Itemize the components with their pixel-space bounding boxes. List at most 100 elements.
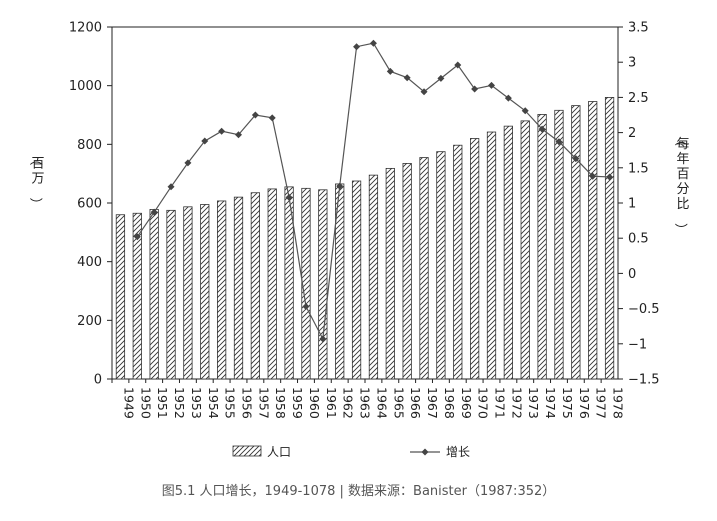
- x-tick-label: 1970: [476, 387, 491, 419]
- x-tick-label: 1950: [138, 387, 153, 419]
- legend-label-population: 人口: [267, 445, 291, 459]
- bar: [503, 125, 513, 380]
- x-tick-label: 1952: [172, 387, 187, 419]
- right-tick-label: 0: [628, 267, 636, 282]
- right-axis-label: （每年百分比）: [672, 133, 689, 236]
- x-tick-label: 1966: [408, 387, 423, 419]
- bar: [301, 187, 311, 380]
- x-tick-label: 1958: [273, 387, 288, 419]
- line-point: [184, 159, 192, 167]
- line-point: [606, 173, 614, 181]
- right-axis: −1.5 −1 −0.5 0 0.5 1 1.5 2 2.5 3 3.5: [618, 21, 660, 388]
- left-tick-label: 1200: [69, 21, 102, 36]
- right-tick-label: −1.5: [628, 373, 660, 388]
- bar: [436, 151, 446, 380]
- x-tick-label: 1959: [290, 387, 305, 419]
- bar: [200, 204, 210, 380]
- bar: [453, 144, 463, 380]
- line-point: [589, 172, 597, 180]
- right-tick-label: 3: [628, 56, 636, 71]
- x-tick-label: 1949: [121, 387, 136, 419]
- line-point: [572, 155, 580, 163]
- line-point: [133, 233, 141, 241]
- line-point: [251, 111, 259, 119]
- left-tick-label: 400: [77, 255, 102, 270]
- figure-caption: 图5.1 人口增长，1949-1078 | 数据来源：Banister（1987…: [161, 484, 556, 499]
- line-point: [504, 94, 512, 102]
- line-point: [201, 137, 209, 145]
- line-point: [420, 88, 428, 96]
- x-tick-label: 1951: [155, 387, 170, 419]
- x-tick-label: 1960: [307, 387, 322, 419]
- left-axis: 0 200 400 600 800 1000 1200: [69, 21, 112, 388]
- left-axis-label: （百万）: [27, 153, 44, 211]
- line-point: [235, 131, 242, 139]
- line-point: [285, 193, 293, 201]
- bar: [149, 209, 159, 380]
- x-tick-label: 1974: [543, 387, 558, 419]
- right-tick-label: 1.5: [628, 161, 649, 176]
- x-tick-label: 1978: [611, 387, 626, 419]
- line-point: [268, 114, 276, 122]
- line-point: [353, 43, 361, 51]
- right-tick-label: 2: [628, 126, 636, 141]
- left-tick-label: 600: [77, 197, 102, 212]
- bar: [486, 131, 497, 380]
- line-point: [167, 183, 175, 191]
- x-axis: 1949 1950 1951 1952 1953 1954 1955 1956 1957 1958…: [111, 379, 626, 419]
- line-point: [302, 302, 310, 310]
- right-tick-label: 1: [628, 197, 636, 212]
- bar: [571, 105, 581, 380]
- line-point: [454, 61, 462, 69]
- x-tick-label: 1962: [341, 387, 356, 419]
- right-tick-label: 3.5: [628, 21, 649, 36]
- bar: [402, 162, 412, 380]
- x-tick-label: 1976: [577, 387, 592, 419]
- x-tick-label: 1977: [594, 387, 609, 419]
- x-tick-label: 1975: [560, 387, 575, 419]
- line-point: [369, 39, 377, 47]
- bar: [385, 167, 395, 380]
- bar: [318, 189, 328, 380]
- line-point: [218, 127, 226, 135]
- line-point: [555, 138, 563, 146]
- x-tick-label: 1956: [240, 387, 255, 419]
- bar-series: [115, 97, 615, 380]
- legend-swatch-bars: [232, 445, 262, 457]
- line-point: [471, 85, 479, 93]
- x-tick-label: 1964: [374, 387, 389, 419]
- legend-label-growth: 增长: [446, 445, 470, 459]
- left-tick-label: 1000: [69, 79, 102, 94]
- x-tick-label: 1972: [509, 387, 524, 419]
- line-point: [386, 67, 394, 75]
- bar: [250, 192, 260, 380]
- x-tick-label: 1971: [493, 387, 508, 419]
- bar: [284, 186, 294, 380]
- line-point: [336, 182, 344, 190]
- x-tick-label: 1954: [206, 387, 221, 419]
- bar: [588, 101, 598, 380]
- x-tick-label: 1965: [391, 387, 406, 419]
- x-tick-label: 1973: [526, 387, 541, 419]
- line-point: [403, 74, 411, 82]
- x-tick-label: 1968: [442, 387, 457, 419]
- line-point: [150, 208, 158, 216]
- bar: [368, 174, 379, 380]
- right-tick-label: −1: [628, 337, 647, 352]
- line-point: [538, 125, 546, 133]
- bar: [132, 212, 142, 380]
- bar: [520, 120, 530, 380]
- axis-labels: （百万） （每年百分比）: [27, 133, 689, 236]
- x-tick-label: 1953: [189, 387, 204, 419]
- line-point: [488, 81, 495, 89]
- left-tick-label: 0: [94, 373, 102, 388]
- left-tick-label: 200: [77, 314, 102, 329]
- bar: [115, 214, 126, 380]
- bar: [554, 109, 564, 380]
- x-tick-label: 1969: [459, 387, 474, 419]
- bar: [470, 138, 480, 380]
- line-point: [521, 107, 529, 115]
- bar: [166, 209, 176, 380]
- legend: 人口 增长: [232, 445, 470, 459]
- right-tick-label: −0.5: [628, 302, 660, 317]
